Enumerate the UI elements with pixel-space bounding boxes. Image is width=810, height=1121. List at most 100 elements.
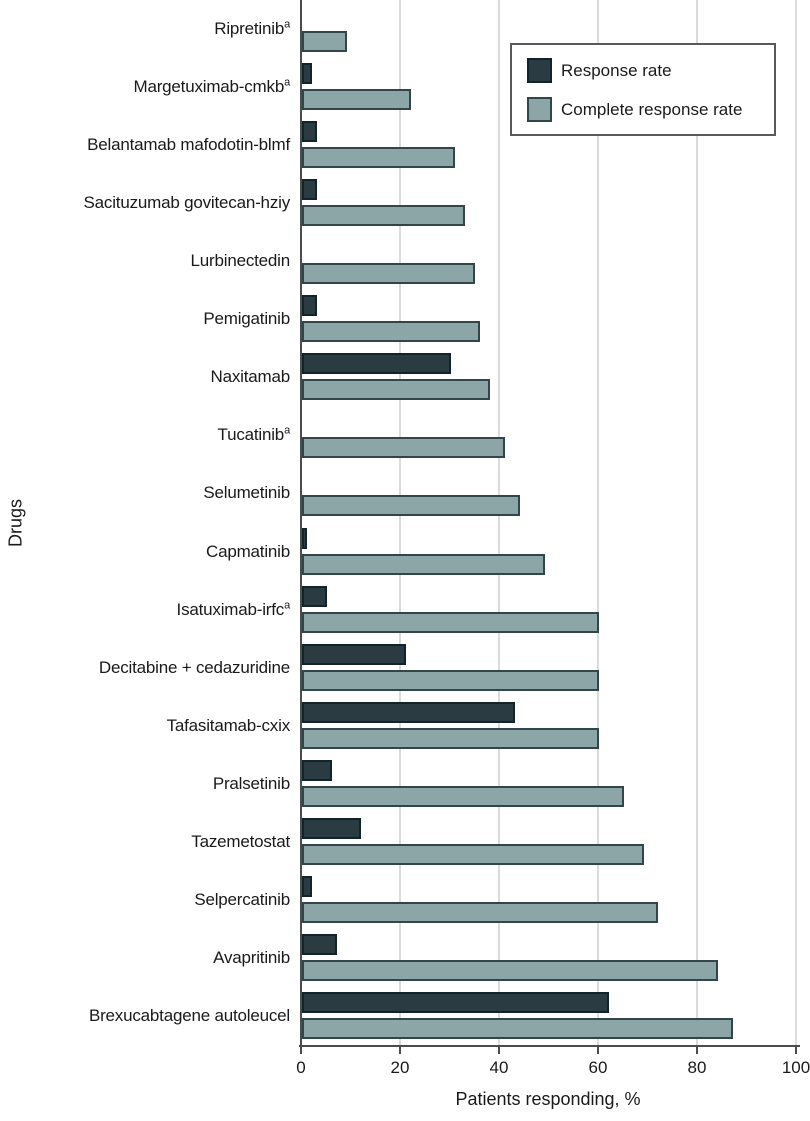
complete-response-rate-swatch bbox=[527, 97, 552, 122]
bar-row: Decitabine + cedazuridine bbox=[0, 639, 810, 697]
x-tick-label-40: 40 bbox=[489, 1058, 509, 1077]
response-rate-bar bbox=[302, 295, 317, 317]
category-label: Naxitamab bbox=[210, 367, 291, 387]
legend-item-response-rate: Response rate bbox=[527, 58, 672, 83]
complete-response-rate-bar bbox=[302, 147, 456, 169]
category-label: Decitabine + cedazuridine bbox=[98, 657, 290, 677]
complete-response-rate-bar bbox=[302, 31, 347, 52]
footnote-marker: a bbox=[284, 598, 290, 611]
response-rate-bar bbox=[302, 817, 362, 839]
x-tick-label-100: 100 bbox=[781, 1058, 810, 1077]
response-rate-bar bbox=[302, 353, 451, 375]
x-tick-label-0: 0 bbox=[296, 1058, 306, 1077]
response-rate-bar bbox=[302, 875, 312, 897]
bar-row: Sacituzumab govitecan-hziy bbox=[0, 174, 810, 232]
category-label: Tazemetostat bbox=[191, 831, 290, 851]
complete-response-rate-bar bbox=[302, 901, 659, 923]
x-tick-mark-100 bbox=[795, 1045, 797, 1054]
x-tick-label-20: 20 bbox=[390, 1058, 410, 1077]
category-label: Selumetinib bbox=[203, 483, 290, 503]
bar-row: Selpercatinib bbox=[0, 871, 810, 929]
legend-label-response-rate: Response rate bbox=[561, 60, 672, 80]
bar-row: Capmatinib bbox=[0, 523, 810, 581]
response-rate-bar bbox=[302, 179, 317, 201]
category-label: Brexucabtagene autoleucel bbox=[88, 1005, 290, 1025]
bar-row: Isatuximab-irfca bbox=[0, 581, 810, 639]
response-rate-bar bbox=[302, 701, 515, 723]
x-tick-mark-80 bbox=[696, 1045, 698, 1054]
bar-row: Belantamab mafodotin-blmf bbox=[0, 116, 810, 174]
response-rate-bar bbox=[302, 759, 332, 781]
category-label: Tucatiniba bbox=[217, 424, 291, 445]
response-rate-bar bbox=[302, 527, 307, 549]
category-label: Belantamab mafodotin-blmf bbox=[87, 135, 290, 155]
bar-row: Margetuximab-cmkba bbox=[0, 58, 810, 116]
bar-row: Tafasitamab-cxix bbox=[0, 697, 810, 755]
response-rate-swatch bbox=[527, 58, 552, 83]
category-label: Ripretiniba bbox=[214, 18, 290, 39]
gridline-100 bbox=[795, 0, 797, 1045]
gridline-20 bbox=[399, 0, 401, 1045]
response-rate-bar bbox=[302, 63, 312, 85]
complete-response-rate-bar bbox=[302, 379, 491, 401]
bar-row: Tucatiniba bbox=[0, 406, 810, 464]
complete-response-rate-bar bbox=[302, 553, 545, 575]
bar-row: Ripretiniba bbox=[0, 0, 810, 58]
footnote-marker: a bbox=[284, 424, 290, 437]
complete-response-rate-bar bbox=[302, 321, 481, 343]
gridline-80 bbox=[696, 0, 698, 1045]
category-label: Margetuximab-cmkba bbox=[133, 76, 290, 97]
complete-response-rate-bar bbox=[302, 263, 476, 285]
category-label: Tafasitamab-cxix bbox=[166, 715, 291, 735]
complete-response-rate-bar bbox=[302, 437, 505, 459]
category-label: Lurbinectedin bbox=[190, 251, 291, 271]
complete-response-rate-bar bbox=[302, 495, 520, 517]
x-tick-mark-60 bbox=[597, 1045, 599, 1054]
legend: Response rate Complete response rate bbox=[510, 43, 776, 136]
footnote-marker: a bbox=[284, 76, 290, 89]
bar-row: Lurbinectedin bbox=[0, 232, 810, 290]
x-axis-title: Patients responding, % bbox=[455, 1089, 641, 1109]
category-label: Capmatinib bbox=[206, 541, 290, 561]
x-tick-mark-0 bbox=[300, 1045, 302, 1054]
legend-label-complete-response-rate: Complete response rate bbox=[561, 99, 743, 119]
complete-response-rate-bar bbox=[302, 727, 599, 749]
response-rate-bar bbox=[302, 933, 337, 955]
legend-item-complete-response-rate: Complete response rate bbox=[527, 97, 742, 122]
complete-response-rate-bar bbox=[302, 205, 466, 227]
complete-response-rate-bar bbox=[302, 959, 718, 981]
complete-response-rate-bar bbox=[302, 843, 644, 865]
x-tick-mark-20 bbox=[399, 1045, 401, 1054]
bar-row: Brexucabtagene autoleucel bbox=[0, 987, 810, 1045]
footnote-marker: a bbox=[284, 18, 290, 31]
y-axis-line bbox=[300, 0, 302, 1045]
response-rate-bar bbox=[302, 585, 327, 607]
response-rate-bar bbox=[302, 991, 609, 1013]
category-label: Sacituzumab govitecan-hziy bbox=[83, 193, 291, 213]
response-rate-bar bbox=[302, 643, 406, 665]
plot-area: Ripretiniba Margetuximab-cmkba Belantamab … bbox=[0, 0, 810, 1077]
category-label: Pralsetinib bbox=[212, 773, 290, 793]
complete-response-rate-bar bbox=[302, 89, 411, 111]
bar-row: Pralsetinib bbox=[0, 755, 810, 813]
complete-response-rate-bar bbox=[302, 1017, 733, 1039]
category-label: Selpercatinib bbox=[194, 889, 290, 909]
y-axis-title-text: Drugs bbox=[5, 498, 26, 548]
bar-row: Avapritinib bbox=[0, 929, 810, 987]
bar-row: Naxitamab bbox=[0, 348, 810, 406]
category-label: Isatuximab-irfca bbox=[176, 598, 291, 619]
gridline-60 bbox=[597, 0, 599, 1045]
x-tick-mark-40 bbox=[498, 1045, 500, 1054]
bar-row: Selumetinib bbox=[0, 464, 810, 522]
complete-response-rate-bar bbox=[302, 785, 624, 807]
gridline-40 bbox=[498, 0, 500, 1045]
complete-response-rate-bar bbox=[302, 611, 599, 633]
category-label: Pemigatinib bbox=[203, 309, 290, 329]
bar-row: Pemigatinib bbox=[0, 290, 810, 348]
x-tick-label-60: 60 bbox=[588, 1058, 608, 1077]
response-rate-bar bbox=[302, 121, 317, 143]
x-tick-label-80: 80 bbox=[687, 1058, 707, 1077]
x-axis-line bbox=[299, 1045, 800, 1047]
complete-response-rate-bar bbox=[302, 669, 599, 691]
